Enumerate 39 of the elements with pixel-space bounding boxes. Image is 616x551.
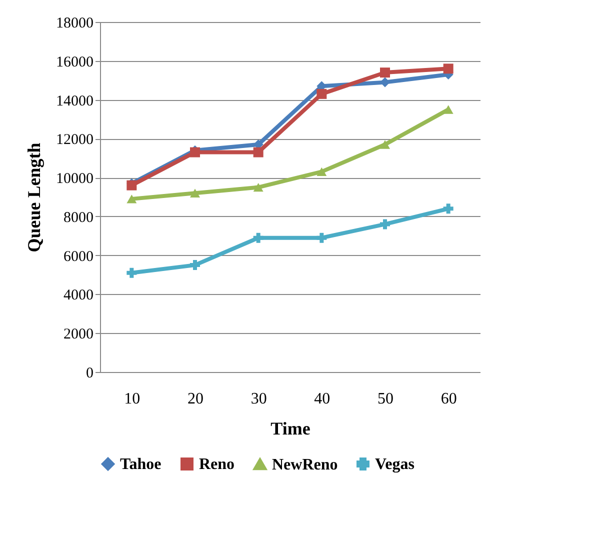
point [380, 77, 390, 88]
y-axis-title: Queue Length [24, 142, 44, 252]
y-tick-label: 10000 [56, 171, 94, 188]
point [253, 182, 264, 192]
point [190, 260, 200, 270]
y-tick-label: 6000 [64, 248, 94, 265]
y-tick-label: 12000 [56, 132, 94, 148]
y-tick-label: 14000 [56, 93, 94, 110]
legend-label: Reno [199, 456, 235, 473]
point [253, 232, 264, 243]
legend-label: NewReno [272, 456, 338, 474]
point [380, 140, 390, 149]
y-tick-label: 0 [86, 366, 94, 382]
x-tick-label: 40 [314, 390, 330, 408]
point [443, 105, 454, 114]
point [316, 88, 327, 99]
x-tick-label: 20 [188, 390, 204, 408]
point [253, 147, 264, 158]
x-tick-label: 10 [124, 390, 140, 408]
point [380, 219, 390, 230]
y-tick-label: 4000 [64, 288, 94, 304]
x-tick-label: 60 [440, 390, 457, 408]
y-tick-label: 18000 [56, 16, 94, 32]
legend-label: Vegas [375, 456, 414, 473]
x-axis-title: Time [270, 418, 310, 438]
point [316, 232, 327, 243]
point [380, 68, 390, 78]
point [316, 167, 327, 176]
point [126, 268, 137, 278]
y-tick-label: 8000 [64, 210, 94, 226]
y-tick-label: 16000 [56, 54, 94, 70]
x-tick-label: 50 [378, 390, 394, 408]
point [443, 204, 454, 214]
legend-label: Tahoe [120, 456, 162, 473]
x-tick-label: 30 [250, 390, 267, 408]
point [443, 64, 454, 74]
point [126, 194, 137, 204]
y-tick-label: 2000 [64, 326, 94, 343]
point [190, 188, 200, 198]
